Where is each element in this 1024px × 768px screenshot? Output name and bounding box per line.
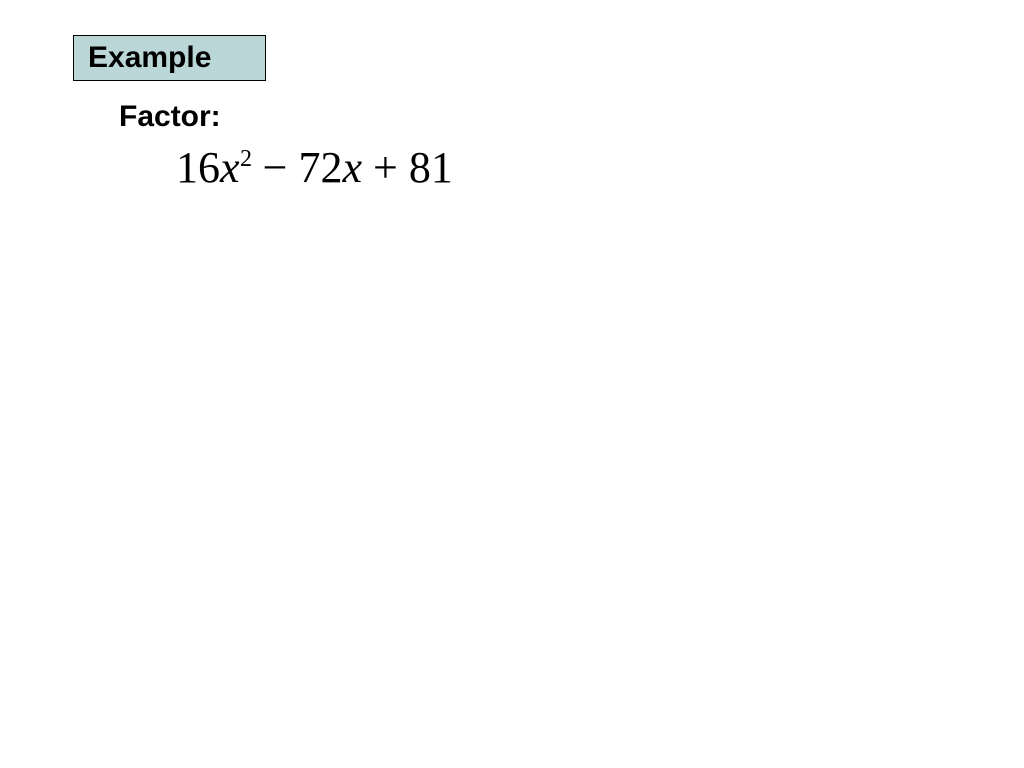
example-box: Example bbox=[73, 35, 266, 81]
term1-coeff: 16 bbox=[176, 143, 220, 192]
term2-var: x bbox=[342, 143, 362, 192]
example-label: Example bbox=[88, 41, 211, 75]
slide: Example Factor: 16x2−72x+81 bbox=[0, 0, 1024, 768]
term1-var: x bbox=[220, 143, 240, 192]
operator-plus: + bbox=[373, 142, 398, 193]
term2-coeff: 72 bbox=[298, 143, 342, 192]
term1-exp: 2 bbox=[240, 145, 252, 172]
term3-const: 81 bbox=[409, 143, 453, 192]
operator-minus: − bbox=[263, 142, 288, 193]
equation: 16x2−72x+81 bbox=[176, 142, 453, 193]
factor-label: Factor: bbox=[119, 100, 221, 134]
